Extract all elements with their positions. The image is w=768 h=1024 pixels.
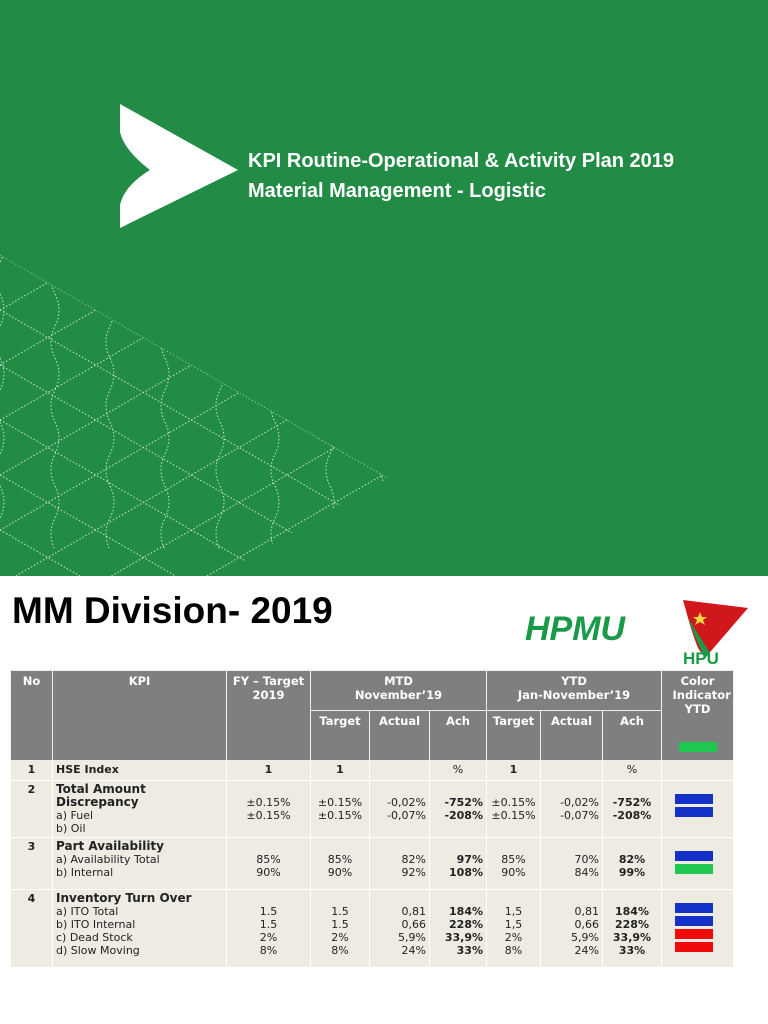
cell-color-indicator: [661, 889, 734, 968]
cell-fy-target: 1.5 1.5 2% 8%: [226, 889, 311, 968]
header-no: No: [10, 670, 53, 761]
cell-mtd-target: 1: [310, 760, 370, 781]
cell-ytd-target: 1,5 1,5 2% 8%: [486, 889, 541, 968]
cell-color-indicator: [661, 760, 734, 781]
kpi-table: No KPI FY – Target 2019 MTD November’19 Y…: [10, 670, 734, 968]
svg-text:HPU: HPU: [683, 649, 719, 666]
header-mtd-actual: Actual: [369, 710, 430, 761]
cell-mtd-ach: %: [429, 760, 487, 781]
header-ytd-target: Target: [486, 710, 541, 761]
cell-ytd-ach: 82% 99%: [602, 837, 662, 890]
cell-kpi: Total Amount Discrepancy a) Fuel b) Oil: [52, 780, 227, 838]
table-row: 2 Total Amount Discrepancy a) Fuel b) Oil …: [10, 780, 734, 838]
cell-ytd-ach: -752% -208%: [602, 780, 662, 838]
cell-fy-target: 85% 90%: [226, 837, 311, 890]
indicator-red: [675, 929, 713, 939]
pattern-decoration: [0, 104, 388, 576]
cell-mtd-target: ±0.15% ±0.15%: [310, 780, 370, 838]
cell-mtd-ach: -752% -208%: [429, 780, 487, 838]
cell-color-indicator: [661, 837, 734, 890]
cell-ytd-target: 1: [486, 760, 541, 781]
cell-ytd-actual: 0,81 0,66 5,9% 24%: [540, 889, 603, 968]
cell-no: 4: [10, 889, 53, 968]
title-line-2: Material Management - Logistic: [248, 180, 546, 202]
cell-no: 2: [10, 780, 53, 838]
cell-ytd-actual: -0,02% -0,07%: [540, 780, 603, 838]
table-row: 4 Inventory Turn Over a) ITO Total b) ITO …: [10, 889, 734, 968]
cell-no: 3: [10, 837, 53, 890]
cell-kpi: Inventory Turn Over a) ITO Total b) ITO In…: [52, 889, 227, 968]
indicator-red: [675, 942, 713, 952]
cell-color-indicator: [661, 780, 734, 838]
cell-mtd-ach: 184% 228% 33,9% 33%: [429, 889, 487, 968]
cell-ytd-actual: 70% 84%: [540, 837, 603, 890]
cell-ytd-ach: 184% 228% 33,9% 33%: [602, 889, 662, 968]
cell-mtd-actual: [369, 760, 430, 781]
table-row: 1 HSE Index 1 1% 1%: [10, 760, 734, 781]
cell-mtd-actual: 0,81 0,66 5,9% 24%: [369, 889, 430, 968]
header-ytd-actual: Actual: [540, 710, 603, 761]
indicator-blue: [675, 794, 713, 804]
cell-ytd-target: ±0.15% ±0.15%: [486, 780, 541, 838]
indicator-blue: [675, 903, 713, 913]
indicator-blue: [675, 807, 713, 817]
header-kpi: KPI: [52, 670, 227, 761]
cell-kpi: Part Availability a) Availability Total b)…: [52, 837, 227, 890]
title-line-1: KPI Routine-Operational & Activity Plan …: [248, 150, 675, 172]
hpmu-logo: HPMU HPU: [525, 600, 748, 666]
cell-ytd-ach: %: [602, 760, 662, 781]
cell-kpi: HSE Index: [52, 760, 227, 781]
cover-slide: KPI Routine-Operational & Activity Plan …: [0, 0, 768, 576]
cell-fy-target: ±0.15% ±0.15%: [226, 780, 311, 838]
page-title: MM Division- 2019: [12, 590, 333, 631]
header-ytd-ach: Ach: [602, 710, 662, 761]
cell-no: 1: [10, 760, 53, 781]
cell-mtd-actual: -0,02% -0,07%: [369, 780, 430, 838]
chevron-logo-icon: [120, 104, 238, 228]
header-fy-target: FY – Target 2019: [226, 670, 311, 761]
cell-ytd-actual: [540, 760, 603, 781]
table-row: 3 Part Availability a) Availability Total…: [10, 837, 734, 890]
cell-mtd-actual: 82% 92%: [369, 837, 430, 890]
svg-text:HPMU: HPMU: [525, 610, 627, 648]
indicator-blue: [675, 916, 713, 926]
cell-mtd-target: 85% 90%: [310, 837, 370, 890]
header-ytd: YTD Jan-November’19: [486, 670, 662, 711]
cell-mtd-target: 1.5 1.5 2% 8%: [310, 889, 370, 968]
header-mtd-ach: Ach: [429, 710, 487, 761]
indicator-green: [675, 864, 713, 874]
header-mtd: MTD November’19: [310, 670, 487, 711]
cell-fy-target: 1: [226, 760, 311, 781]
indicator-green: [678, 742, 717, 752]
cell-mtd-ach: 97% 108%: [429, 837, 487, 890]
cover-title: KPI Routine-Operational & Activity Plan …: [248, 146, 674, 206]
header-color-indicator: Color Indicator YTD: [661, 670, 734, 761]
cell-ytd-target: 85% 90%: [486, 837, 541, 890]
header-mtd-target: Target: [310, 710, 370, 761]
indicator-blue: [675, 851, 713, 861]
